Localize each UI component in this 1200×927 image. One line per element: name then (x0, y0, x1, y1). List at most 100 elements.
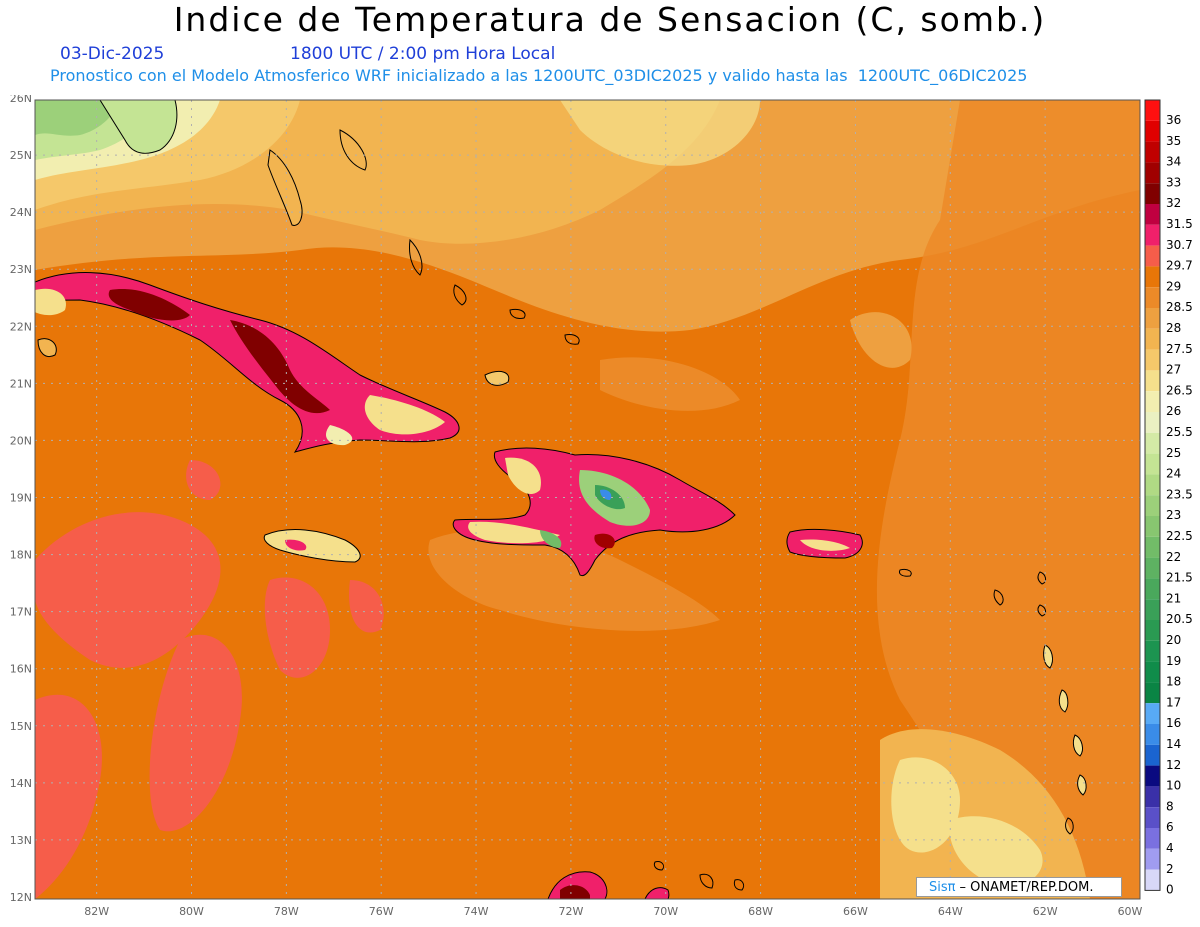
colorbar-label: 33 (1166, 175, 1181, 189)
colorbar-label: 17 (1166, 695, 1181, 709)
colorbar-swatch (1145, 640, 1160, 662)
colorbar-label: 20 (1166, 633, 1181, 647)
colorbar-swatch (1145, 495, 1160, 516)
colorbar-swatch (1145, 308, 1160, 329)
lon-label: 60W (1118, 905, 1143, 918)
colorbar-label: 23 (1166, 508, 1181, 522)
colorbar-label: 22 (1166, 550, 1181, 564)
colorbar-swatch (1145, 245, 1160, 267)
colorbar-label: 32 (1166, 196, 1181, 210)
colorbar-swatch (1145, 557, 1160, 579)
colorbar-label: 27 (1166, 363, 1181, 377)
colorbar-swatch (1145, 536, 1160, 558)
colorbar-label: 26.5 (1166, 383, 1193, 397)
colorbar-label: 26 (1166, 404, 1181, 418)
lon-label: 74W (464, 905, 489, 918)
colorbar-swatch (1145, 578, 1160, 600)
colorbar-label: 4 (1166, 841, 1174, 855)
colorbar-swatch (1145, 848, 1160, 870)
colorbar-label: 35 (1166, 134, 1181, 148)
colorbar-swatch (1145, 703, 1160, 724)
lon-label: 66W (843, 905, 868, 918)
colorbar-swatch (1145, 100, 1160, 121)
lon-label: 62W (1033, 905, 1058, 918)
colorbar-label: 0 (1166, 883, 1174, 897)
colorbar-swatch (1145, 620, 1160, 641)
credit-org: – ONAMET/REP.DOM. (959, 879, 1094, 895)
longitude-labels: 82W 80W 78W 76W 74W 72W 70W 68W 66W 64W 62W 60W (84, 905, 1142, 918)
colorbar-label: 8 (1166, 799, 1174, 813)
colorbar-label: 28 (1166, 321, 1181, 335)
colorbar-swatch (1145, 516, 1160, 537)
colorbar: 363534333231.530.729.72928.52827.52726.5… (1144, 99, 1193, 897)
lat-label: 18N (10, 549, 32, 562)
colorbar-label: 24 (1166, 467, 1181, 481)
colorbar-label: 14 (1166, 737, 1181, 751)
colorbar-label: 36 (1166, 113, 1181, 127)
colorbar-swatch (1145, 266, 1160, 288)
colorbar-swatch (1145, 141, 1160, 163)
colorbar-label: 34 (1166, 155, 1181, 169)
heat-index-map: 26N 25N 24N 23N 22N 21N 20N 19N 18N 17N 16N 15N 14N 1… (10, 95, 1193, 918)
lon-label: 78W (274, 905, 299, 918)
colorbar-label: 6 (1166, 820, 1174, 834)
colorbar-swatch (1145, 370, 1160, 392)
lat-label: 13N (10, 834, 32, 847)
colorbar-label: 12 (1166, 758, 1181, 772)
landmasses (35, 100, 1087, 899)
colorbar-swatch (1145, 682, 1160, 704)
colorbar-label: 23.5 (1166, 487, 1193, 501)
colorbar-swatch (1145, 869, 1160, 891)
colorbar-label: 25.5 (1166, 425, 1193, 439)
lat-label: 17N (10, 606, 32, 619)
colorbar-frame (1144, 99, 1161, 891)
colorbar-label: 10 (1166, 779, 1181, 793)
colorbar-label: 27.5 (1166, 342, 1193, 356)
lat-label: 26N (10, 95, 32, 105)
map-frame (34, 99, 1141, 900)
colorbar-label: 18 (1166, 675, 1181, 689)
lon-label: 64W (938, 905, 963, 918)
colorbar-swatch (1145, 765, 1160, 787)
colorbar-swatch (1145, 349, 1160, 371)
colorbar-label: 30.7 (1166, 238, 1193, 252)
lat-label: 20N (10, 434, 32, 447)
colorbar-swatch (1145, 432, 1160, 454)
latitude-labels: 26N 25N 24N 23N 22N 21N 20N 19N 18N 17N 16N 15N 14N 1… (10, 95, 32, 904)
colorbar-swatch (1145, 183, 1160, 204)
lat-label: 14N (10, 777, 32, 790)
colorbar-swatch (1145, 224, 1160, 246)
colorbar-label: 2 (1166, 862, 1174, 876)
graticule (35, 100, 1140, 899)
colorbar-swatch (1145, 724, 1160, 745)
colorbar-swatch (1145, 786, 1160, 808)
lat-label: 25N (10, 149, 32, 162)
colorbar-swatch (1145, 328, 1160, 350)
colorbar-label: 19 (1166, 654, 1181, 668)
lon-label: 70W (653, 905, 678, 918)
colorbar-swatch (1145, 391, 1160, 412)
colorbar-swatch (1145, 453, 1160, 475)
colorbar-swatch (1145, 599, 1160, 620)
lat-label: 24N (10, 206, 32, 219)
colorbar-swatch (1145, 162, 1160, 184)
lat-label: 19N (10, 492, 32, 505)
lat-label: 12N (10, 891, 32, 904)
chart-title: Indice de Temperatura de Sensacion (C, s… (173, 0, 1047, 39)
colorbar-swatch (1145, 204, 1160, 225)
lon-label: 68W (748, 905, 773, 918)
credit-box: Sisπ – ONAMET/REP.DOM. (916, 877, 1122, 897)
forecast-subtitle: Pronostico con el Modelo Atmosferico WRF… (50, 66, 1028, 85)
heat-field (35, 100, 1140, 899)
colorbar-swatch (1145, 412, 1160, 433)
colorbar-swatch (1145, 120, 1160, 142)
colorbar-label: 29.7 (1166, 259, 1193, 273)
colorbar-label: 21.5 (1166, 571, 1193, 585)
colorbar-label: 21 (1166, 591, 1181, 605)
colorbar-label: 31.5 (1166, 217, 1193, 231)
colorbar-label: 28.5 (1166, 300, 1193, 314)
lat-label: 16N (10, 663, 32, 676)
lat-label: 23N (10, 263, 32, 276)
colorbar-label: 22.5 (1166, 529, 1193, 543)
colorbar-swatch (1145, 807, 1160, 828)
